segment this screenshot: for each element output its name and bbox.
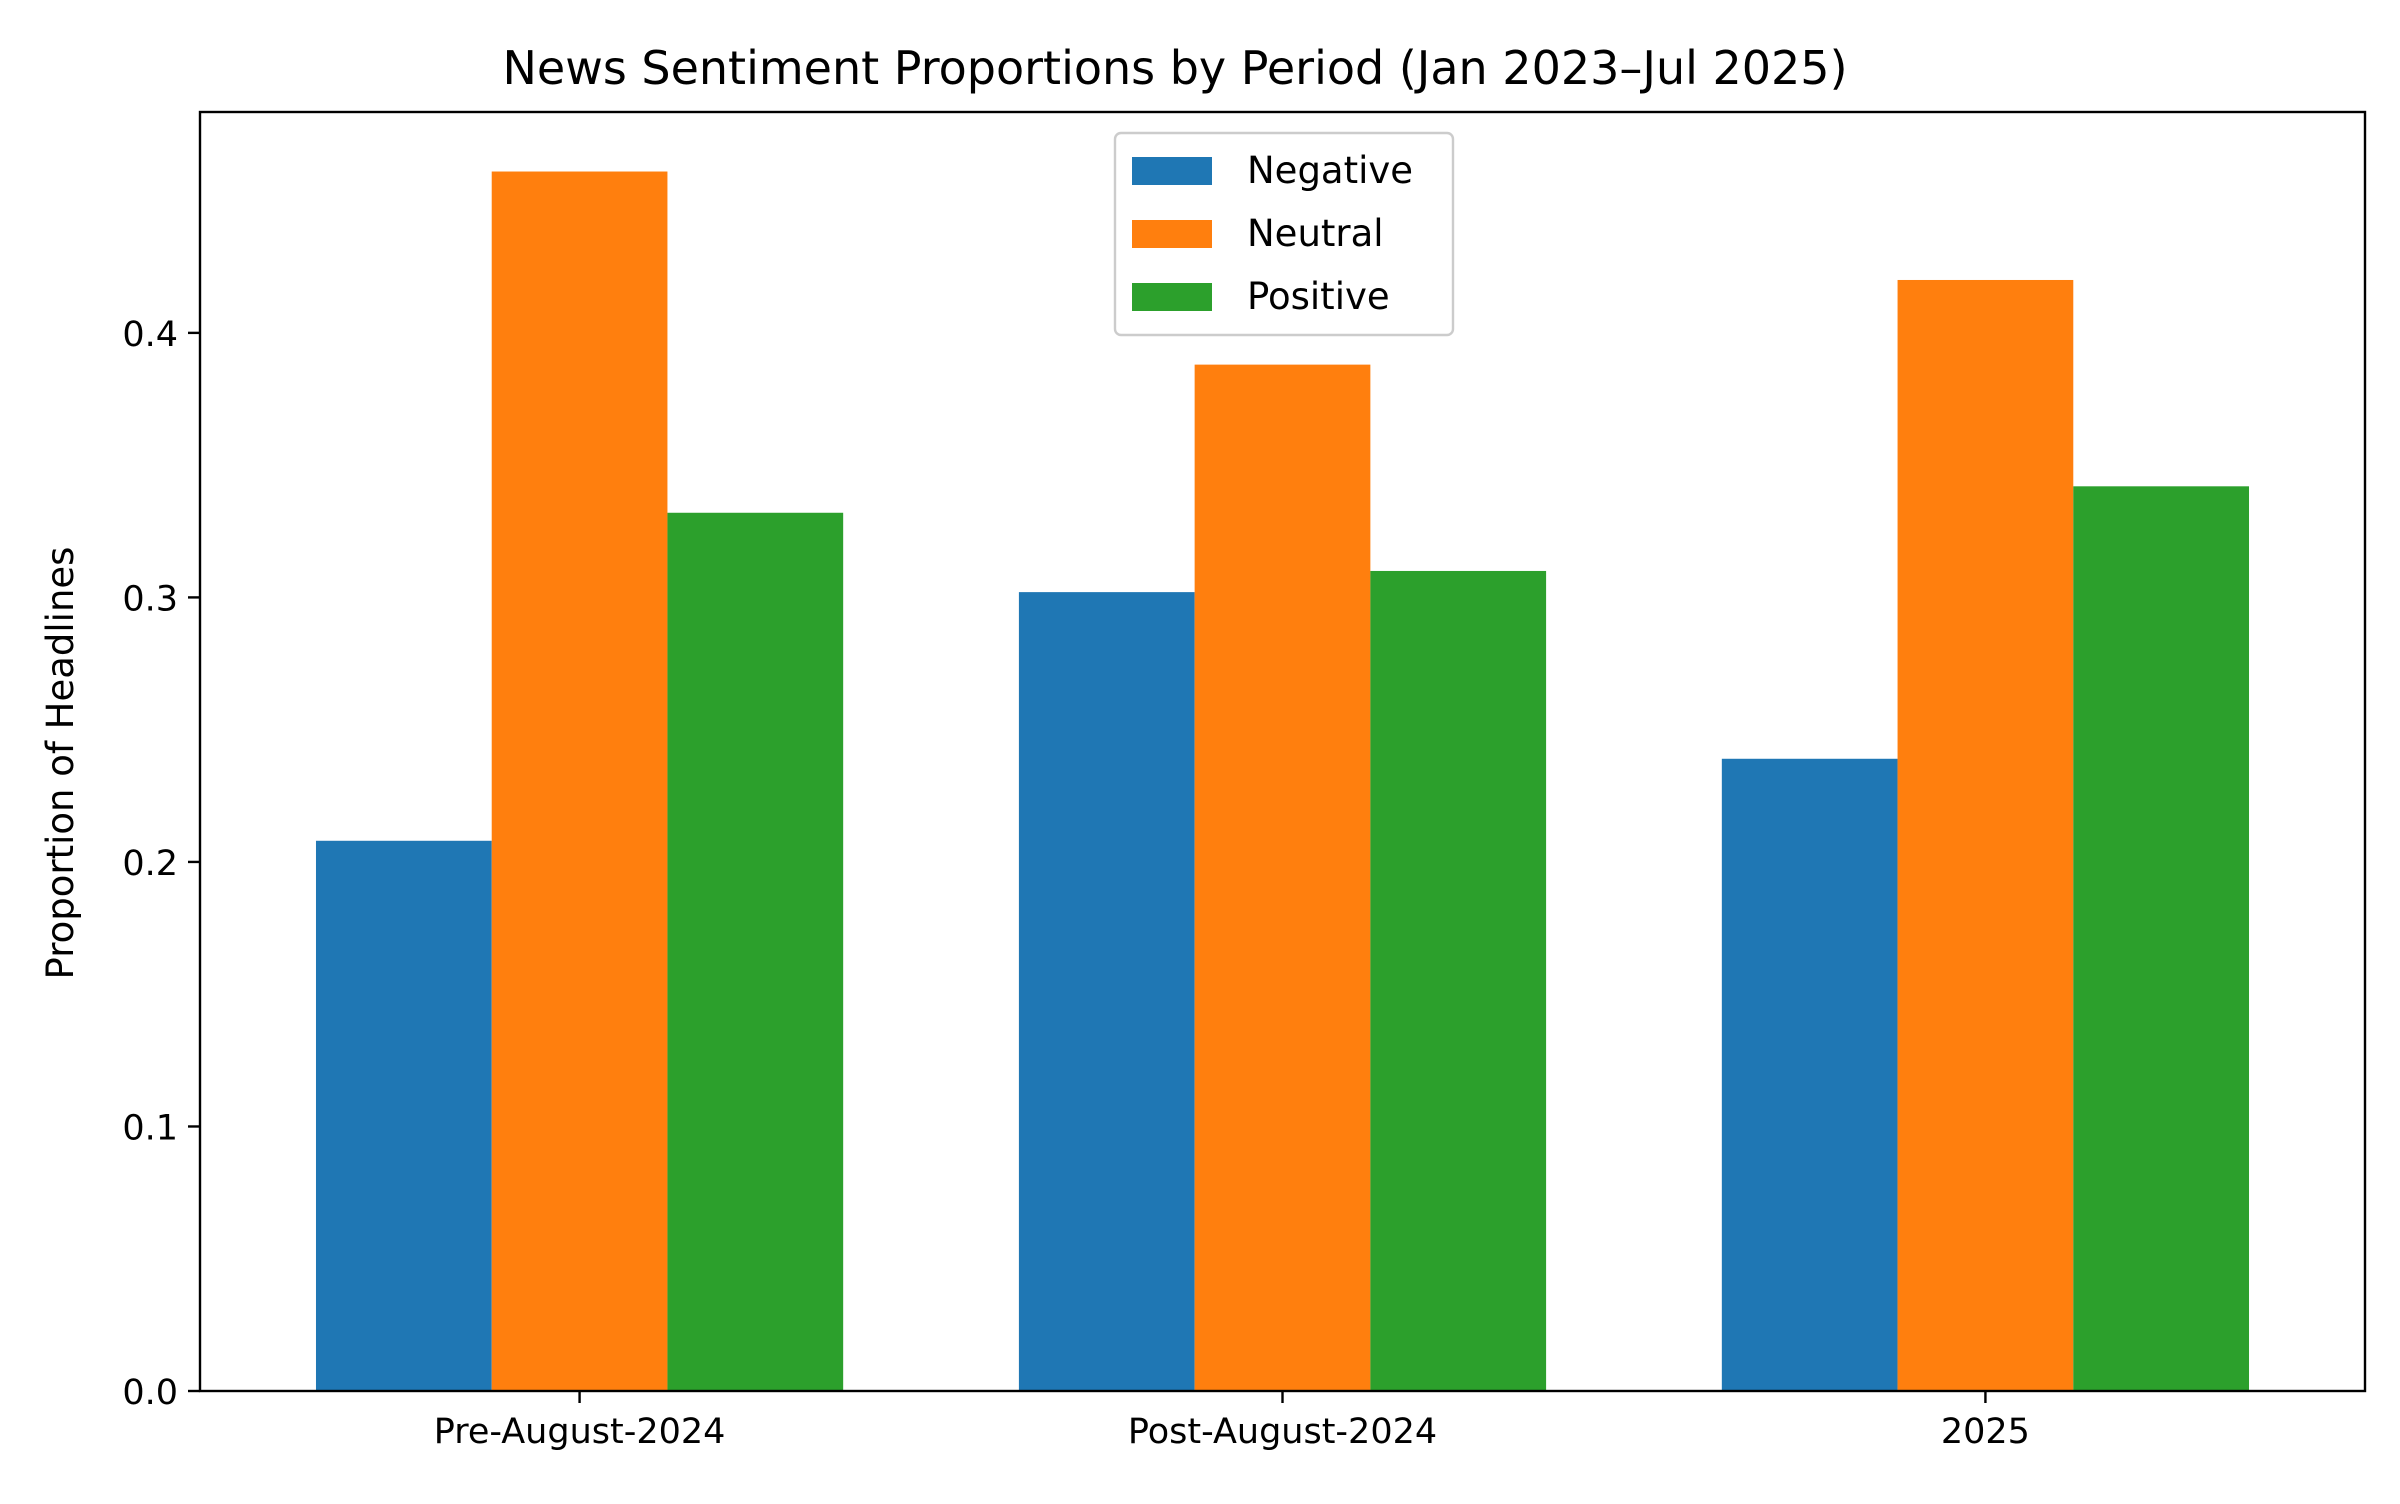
bar-neutral-3 <box>1897 279 2074 1392</box>
legend-swatch-negative <box>1132 157 1212 185</box>
bar-positive-3 <box>2073 486 2250 1391</box>
bar-negative-3 <box>1721 758 1898 1391</box>
bar-neutral-2 <box>1194 364 1371 1392</box>
y-tick-label: 0.4 <box>122 315 178 355</box>
bars-group <box>315 171 2250 1392</box>
bar-negative-2 <box>1018 592 1195 1391</box>
x-tick-label: Post-August-2024 <box>1128 1412 1437 1452</box>
y-tick-label: 0.2 <box>122 844 178 884</box>
chart-title: News Sentiment Proportions by Period (Ja… <box>502 41 1847 95</box>
y-tick-label: 0.1 <box>122 1108 178 1148</box>
y-tick-label: 0.0 <box>122 1373 178 1413</box>
bar-positive-2 <box>1370 570 1547 1391</box>
bar-positive-1 <box>667 512 844 1391</box>
legend-label-negative: Negative <box>1247 149 1413 192</box>
legend: Negative Neutral Positive <box>1113 131 1455 337</box>
x-tick-label: Pre-August-2024 <box>434 1412 726 1452</box>
legend-swatch-neutral <box>1132 220 1212 248</box>
y-axis-label: Proportion of Headlines <box>39 547 82 980</box>
legend-label-neutral: Neutral <box>1247 212 1384 255</box>
y-axis: 0.0 0.1 0.2 0.3 0.4 <box>122 315 200 1413</box>
x-tick-label: 2025 <box>1941 1412 2030 1452</box>
x-axis: Pre-August-2024 Post-August-2024 2025 <box>434 1391 2030 1452</box>
plot-frame <box>198 110 2367 1393</box>
bar-neutral-1 <box>491 171 668 1391</box>
bar-negative-1 <box>315 840 492 1391</box>
legend-label-positive: Positive <box>1247 275 1390 318</box>
legend-swatch-positive <box>1132 283 1212 311</box>
y-tick-label: 0.3 <box>122 579 178 619</box>
